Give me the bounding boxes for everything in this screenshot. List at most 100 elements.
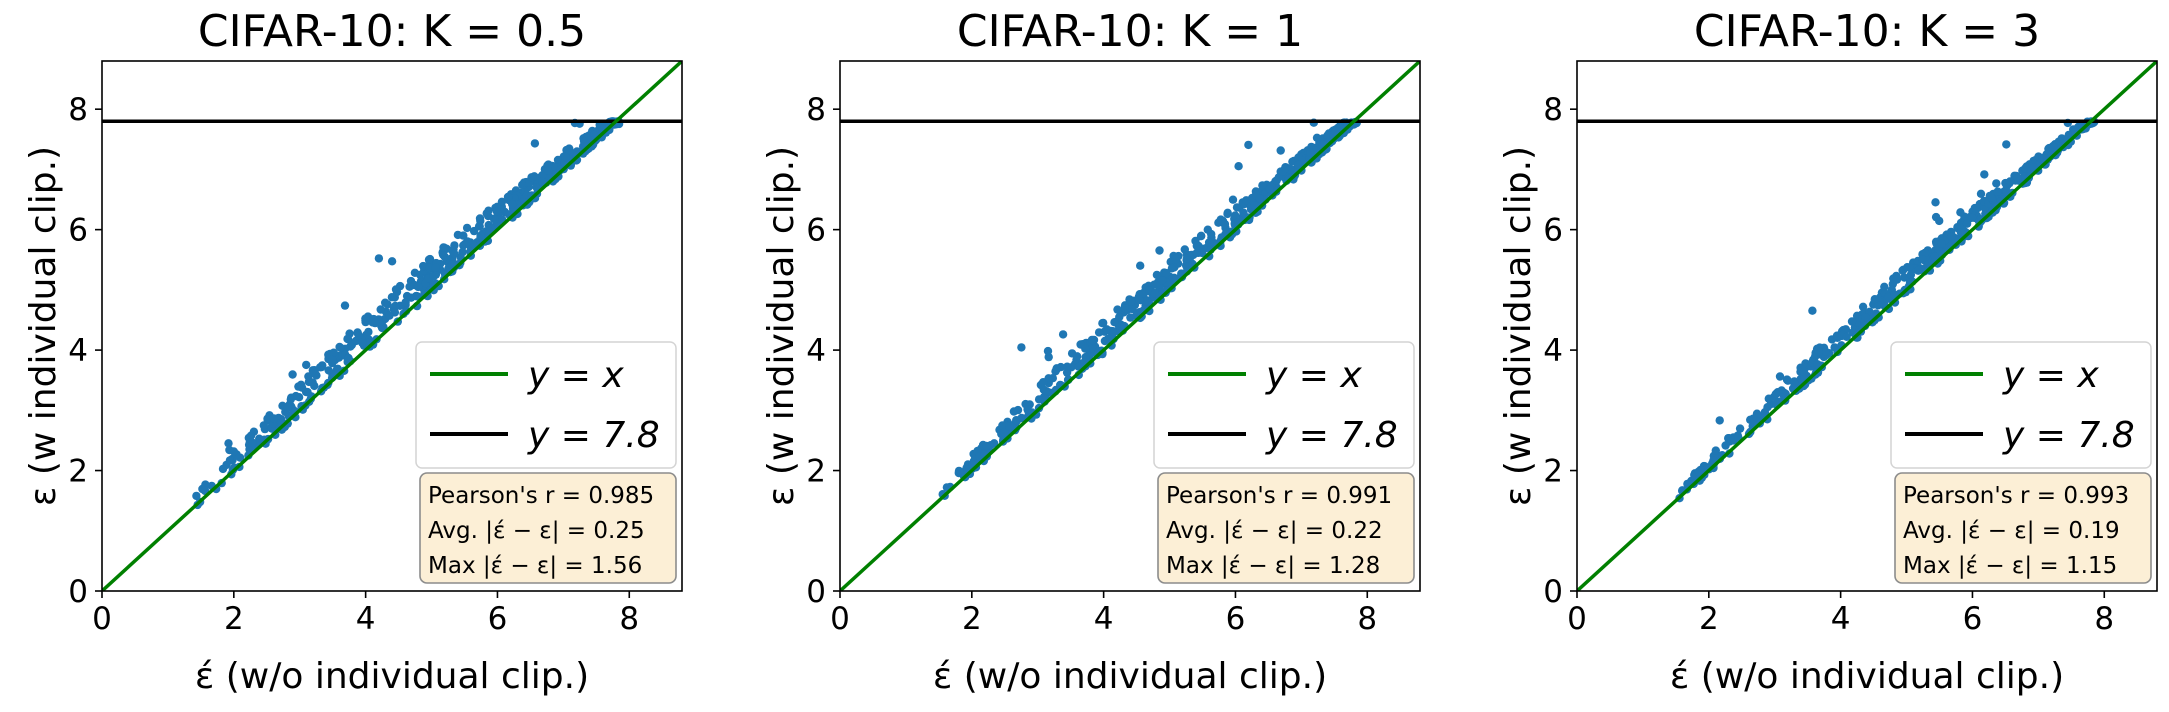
scatter-point bbox=[1081, 344, 1090, 353]
scatter-point bbox=[553, 155, 563, 165]
scatter-point bbox=[361, 314, 370, 323]
scatter-point bbox=[1180, 245, 1190, 254]
stats-line: Avg. |έ − ε| = 0.22 bbox=[1166, 518, 1383, 544]
scatter-point bbox=[1258, 181, 1267, 190]
scatter-point bbox=[291, 391, 301, 401]
scatter-point bbox=[1013, 405, 1023, 415]
x-tick-label: 4 bbox=[356, 601, 376, 637]
scatter-point bbox=[263, 414, 272, 423]
scatter-point bbox=[1121, 304, 1130, 313]
scatter-point bbox=[538, 171, 547, 180]
scatter-point bbox=[503, 192, 513, 202]
scatter-point bbox=[1043, 346, 1053, 356]
scatter-point bbox=[1931, 198, 1940, 207]
scatter-point bbox=[302, 360, 311, 370]
scatter-point bbox=[1931, 212, 1941, 222]
legend: y = x y = 7.8 bbox=[415, 341, 677, 469]
scatter-point bbox=[1102, 325, 1112, 334]
scatter-point bbox=[1242, 196, 1251, 205]
scatter-point bbox=[1930, 252, 1940, 261]
scatter-point bbox=[1126, 313, 1135, 322]
x-tick-label: 2 bbox=[224, 601, 244, 637]
scatter-point bbox=[1204, 238, 1214, 247]
scatter-point bbox=[1813, 360, 1822, 369]
scatter-point bbox=[308, 366, 317, 375]
x-tick-label: 4 bbox=[1094, 601, 1114, 637]
scatter-point bbox=[1272, 176, 1281, 185]
chart-panel-1: 00 2 2 4 4 6 6 8 8 CIFAR-10: K = 0.5 έ (w/o indivi… bbox=[23, 6, 683, 697]
scatter-point bbox=[1244, 140, 1253, 150]
x-tick-label: 8 bbox=[619, 601, 639, 637]
scatter-point bbox=[1306, 148, 1315, 157]
scatter-point bbox=[439, 243, 448, 252]
y-tick-label: 4 bbox=[1543, 333, 1563, 369]
legend-label: y = 7.8 bbox=[1265, 415, 1398, 456]
scatter-point bbox=[1814, 347, 1824, 356]
stats-box: Pearson's r = 0.985 Avg. |έ − ε| = 0.25 Ma… bbox=[419, 472, 677, 584]
scatter-point bbox=[544, 160, 553, 169]
scatter-point bbox=[1155, 246, 1164, 255]
scatter-point bbox=[530, 172, 539, 181]
x-axis-label: έ (w/o individual clip.) bbox=[933, 656, 1327, 697]
x-tick-label: 0 bbox=[1567, 601, 1587, 637]
y-tick-label: 2 bbox=[806, 454, 826, 490]
scatter-point bbox=[1956, 228, 1966, 237]
scatter-point bbox=[1962, 219, 1972, 228]
legend-label: y = 7.8 bbox=[527, 415, 660, 456]
scatter-point bbox=[1087, 335, 1097, 345]
legend-label: y = x bbox=[527, 355, 624, 396]
scatter-point bbox=[1900, 273, 1909, 282]
scatter-point bbox=[1711, 446, 1721, 455]
scatter-point bbox=[1265, 184, 1274, 194]
scatter-point bbox=[1312, 133, 1322, 142]
scatter-point bbox=[1023, 405, 1032, 414]
scatter-point bbox=[1992, 179, 2001, 188]
scatter-point bbox=[450, 249, 459, 259]
scatter-point bbox=[1136, 261, 1145, 270]
stats-box: Pearson's r = 0.991 Avg. |έ − ε| = 0.22 Ma… bbox=[1157, 472, 1415, 584]
scatter-point bbox=[998, 421, 1007, 430]
x-axis-label: έ (w/o individual clip.) bbox=[195, 656, 589, 697]
scatter-point bbox=[381, 298, 390, 307]
scatter-point bbox=[1232, 203, 1242, 212]
scatter-point bbox=[1039, 378, 1048, 387]
scatter-point bbox=[364, 327, 373, 337]
scatter-point bbox=[1783, 376, 1793, 385]
scatter-point bbox=[429, 272, 438, 281]
scatter-point bbox=[1041, 386, 1050, 395]
scatter-point bbox=[1914, 266, 1923, 275]
scatter-point bbox=[1052, 364, 1061, 373]
scatter-point bbox=[336, 343, 345, 352]
scatter-point bbox=[462, 223, 472, 233]
scatter-point bbox=[982, 441, 991, 451]
stats-line: Max |έ − ε| = 1.15 bbox=[1903, 553, 2117, 579]
scatter-point bbox=[2038, 153, 2047, 163]
scatter-point bbox=[224, 439, 233, 448]
scatter-point bbox=[1987, 193, 1996, 202]
y-tick-label: 6 bbox=[806, 213, 826, 249]
scatter-point bbox=[1967, 213, 1977, 222]
scatter-point bbox=[1294, 160, 1303, 170]
chart-title: CIFAR-10: K = 0.5 bbox=[198, 6, 586, 57]
scatter-point bbox=[328, 355, 337, 365]
scatter-point bbox=[1830, 343, 1839, 352]
scatter-point bbox=[401, 298, 410, 307]
scatter-point bbox=[2005, 177, 2015, 186]
scatter-point bbox=[475, 214, 485, 223]
legend: y = x y = 7.8 bbox=[1890, 341, 2152, 469]
scatter-point bbox=[1799, 367, 1809, 377]
chart-panel-2: 00 2 2 4 4 6 6 8 8 CIFAR-10: K = 1 έ (w/o individu… bbox=[761, 6, 1421, 697]
scatter-point bbox=[354, 331, 364, 340]
scatter-point bbox=[288, 370, 297, 379]
scatter-point bbox=[1858, 302, 1868, 311]
scatter-point bbox=[1842, 332, 1851, 341]
y-tick-label: 0 bbox=[1543, 574, 1563, 610]
stats-line: Avg. |έ − ε| = 0.25 bbox=[428, 518, 645, 544]
scatter-point bbox=[1223, 209, 1232, 219]
chart-panel-3: 00 2 2 4 4 6 6 8 8 CIFAR-10: K = 3 έ (w/o individu… bbox=[1498, 6, 2158, 697]
scatter-point bbox=[597, 122, 606, 131]
scatter-point bbox=[1880, 282, 1889, 291]
stats-line: Max |έ − ε| = 1.56 bbox=[428, 553, 642, 579]
scatter-point bbox=[1058, 330, 1068, 339]
